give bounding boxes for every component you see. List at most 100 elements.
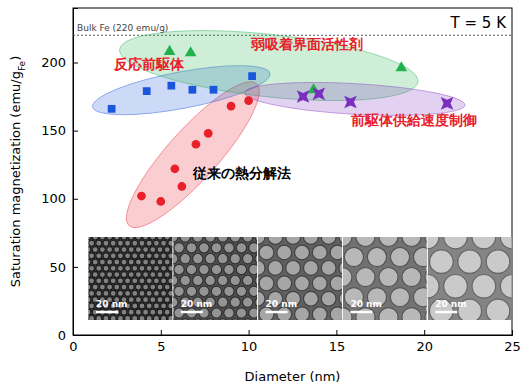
- inset-particle: [143, 272, 149, 278]
- inset-particle: [99, 284, 105, 290]
- inset-particle: [486, 250, 510, 274]
- inset-particle: [146, 265, 152, 271]
- inset-particle: [153, 253, 159, 259]
- inset-particle: [230, 319, 240, 320]
- inset-particle: [132, 303, 138, 309]
- inset-particle: [107, 284, 113, 290]
- x-tick-mark: [336, 330, 337, 335]
- inset-particle: [339, 237, 342, 244]
- inset-particle: [330, 245, 342, 260]
- inset-particle: [143, 309, 149, 315]
- inset-particle: [402, 237, 421, 247]
- y-tick: 50: [49, 260, 78, 275]
- data-point: [338, 89, 363, 114]
- inset-particle: [96, 315, 102, 320]
- inset-particle: [89, 309, 92, 315]
- inset-particle: [218, 319, 228, 320]
- inset-particle: [128, 297, 134, 303]
- inset-particle: [379, 267, 398, 286]
- inset-particle: [218, 275, 228, 285]
- inset-particle: [99, 272, 105, 278]
- inset-particle: [128, 259, 134, 265]
- inset-particle: [259, 276, 274, 291]
- inset-particle: [173, 297, 178, 307]
- inset-particle: [486, 299, 510, 320]
- inset-particle: [89, 315, 95, 320]
- inset-particle: [96, 240, 102, 246]
- x-tick-mark: [161, 330, 162, 335]
- inset-particle: [89, 265, 95, 271]
- inset-particle: [224, 243, 234, 253]
- inset-particle: [150, 259, 156, 265]
- inset-particle: [132, 240, 138, 246]
- inset-particle: [472, 274, 496, 298]
- inset-particle: [425, 267, 427, 286]
- inset-particle: [321, 237, 336, 244]
- inset-particle: [255, 254, 257, 264]
- x-tick: 15: [329, 330, 346, 354]
- x-tick-label: 10: [241, 339, 258, 354]
- inset-particle: [224, 264, 234, 274]
- inset-particle: [110, 315, 116, 320]
- inset-particle: [171, 297, 172, 303]
- inset-particle: [259, 245, 274, 260]
- inset-particle: [277, 245, 292, 260]
- inset-image: [89, 237, 173, 320]
- inset-particle: [89, 290, 95, 296]
- inset-particle: [242, 297, 252, 307]
- inset-particle: [402, 308, 421, 320]
- inset-particle: [168, 253, 172, 259]
- x-tick-mark: [512, 330, 513, 335]
- inset-particle: [117, 253, 123, 259]
- inset-particle: [356, 267, 375, 286]
- inset-particle: [249, 264, 257, 274]
- inset-particle: [110, 265, 116, 271]
- inset-particle: [146, 253, 152, 259]
- inset-particle: [117, 240, 123, 246]
- inset-particle: [110, 240, 116, 246]
- inset-particle: [92, 272, 98, 278]
- inset-particle: [186, 286, 196, 296]
- inset-particle: [125, 290, 131, 296]
- inset-particle: [117, 290, 123, 296]
- inset-particle: [428, 274, 439, 298]
- inset-particle: [125, 240, 131, 246]
- inset-particle: [205, 275, 215, 285]
- inset-particle: [242, 275, 252, 285]
- y-tick-mark: [73, 335, 78, 336]
- inset-particle: [92, 259, 98, 265]
- inset-particle: [132, 265, 138, 271]
- x-axis: 0510152025: [69, 330, 520, 354]
- inset-particle: [390, 247, 409, 266]
- inset-particle: [312, 276, 327, 291]
- inset-particle: [249, 243, 257, 253]
- inset-particle: [125, 278, 131, 284]
- data-point: [227, 102, 236, 111]
- inset-particle: [242, 254, 252, 264]
- inset-particle: [117, 278, 123, 284]
- inset-particle: [89, 237, 92, 240]
- inset-particle: [168, 303, 172, 309]
- inset-particle: [230, 275, 240, 285]
- inset-particle: [164, 309, 170, 315]
- inset-particle: [379, 237, 398, 247]
- inset-particle: [146, 240, 152, 246]
- x-tick-mark: [249, 330, 250, 335]
- inset-particle: [330, 276, 342, 291]
- inset-particle: [107, 259, 113, 265]
- inset-particle: [103, 290, 109, 296]
- inset-particle: [390, 288, 409, 307]
- data-point: [395, 61, 407, 71]
- inset-particle: [103, 315, 109, 320]
- inset-particle: [413, 288, 426, 307]
- inset-particle: [128, 272, 134, 278]
- inset-particle: [230, 297, 240, 307]
- inset-particle: [135, 297, 141, 303]
- inset-particle: [339, 291, 342, 306]
- y-tick: 0: [58, 328, 78, 343]
- inset-particle: [132, 253, 138, 259]
- inset-particle: [303, 291, 318, 306]
- inset-particle: [146, 290, 152, 296]
- inset-particle: [286, 261, 301, 276]
- inset-particle: [103, 278, 109, 284]
